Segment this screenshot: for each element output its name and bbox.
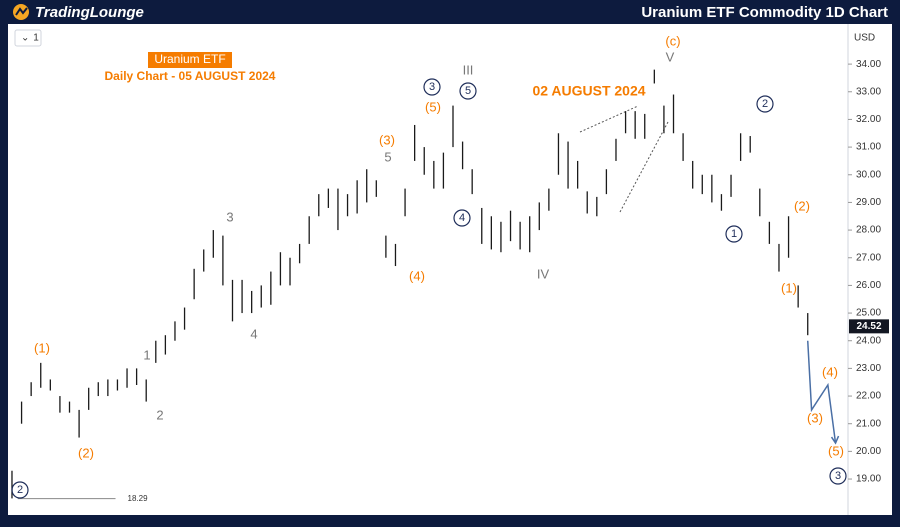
interval-label: 1 [33, 33, 39, 44]
y-tick-label: 23.00 [856, 363, 881, 374]
wave-circle [423, 78, 441, 96]
wave-label: (4) [409, 268, 425, 283]
wave-label: (4) [822, 364, 838, 379]
wave-label: (c) [665, 33, 680, 48]
wave-label: 5 [384, 149, 391, 164]
wave-label: 2 [17, 484, 23, 496]
wave-label: 3 [835, 470, 841, 482]
wave-label: III [463, 62, 474, 77]
wave-circle [725, 225, 743, 243]
wave-label: Uranium ETF [154, 52, 225, 66]
y-tick-label: 28.00 [856, 225, 881, 236]
wave-label: (5) [425, 99, 441, 114]
y-tick-label: 27.00 [856, 252, 881, 263]
projection-line [806, 340, 837, 444]
logo-text: TradingLounge [35, 4, 144, 21]
chart-title: Uranium ETF Commodity 1D Chart [641, 4, 888, 21]
y-tick-label: 26.00 [856, 280, 881, 291]
y-tick-label: 25.00 [856, 308, 881, 319]
wave-circle [11, 481, 29, 499]
wave-label: (5) [828, 443, 844, 458]
y-tick-label: 30.00 [856, 169, 881, 180]
wave-circle [756, 95, 774, 113]
logo-mark [15, 7, 28, 16]
y-tick-label: 32.00 [856, 114, 881, 125]
wave-label: (1) [34, 340, 50, 355]
y-tick-label: 29.00 [856, 197, 881, 208]
wave-label: 02 AUGUST 2024 [532, 83, 645, 99]
wave-label: 2 [762, 98, 768, 110]
wave-label: 1 [731, 228, 737, 240]
wave-label: IV [537, 266, 550, 281]
wave-label: 2 [156, 407, 163, 422]
chart-area [8, 24, 892, 515]
logo-icon [13, 4, 29, 20]
y-tick-label: 31.00 [856, 142, 881, 153]
y-tick-label: 20.00 [856, 446, 881, 457]
wave-circle [829, 467, 847, 485]
wave-label: (1) [781, 280, 797, 295]
wave-label: (2) [78, 445, 94, 460]
wave-label: (2) [794, 198, 810, 213]
wave-label: 4 [250, 326, 257, 341]
wave-label: Daily Chart - 05 AUGUST 2024 [105, 69, 276, 83]
wave-label: 4 [459, 212, 465, 224]
y-tick-label: 24.00 [856, 335, 881, 346]
currency-label[interactable]: USD [854, 33, 875, 44]
wave-label: 3 [226, 209, 233, 224]
label-box [148, 52, 232, 68]
wedge-line [579, 105, 639, 133]
wave-label: 3 [429, 81, 435, 93]
wave-label: V [666, 49, 675, 64]
wave-circle [453, 209, 471, 227]
y-tick-label: 34.00 [856, 59, 881, 70]
y-tick-label: 19.00 [856, 474, 881, 485]
wave-label: (3) [807, 410, 823, 425]
wave-label: 1 [143, 347, 150, 362]
projection-arrow [830, 435, 840, 445]
interval-button[interactable] [14, 29, 42, 47]
wedge-line [619, 121, 669, 213]
y-tick-label: 21.00 [856, 418, 881, 429]
interval-caret: ⌄ [21, 33, 29, 44]
wave-label: 5 [465, 85, 471, 97]
last-price-box [849, 319, 889, 334]
y-tick-label: 22.00 [856, 391, 881, 402]
support-label: 18.29 [128, 494, 149, 503]
wave-circle [459, 82, 477, 100]
y-tick-label: 33.00 [856, 86, 881, 97]
wave-label: (3) [379, 132, 395, 147]
last-price-label: 24.52 [856, 321, 881, 332]
